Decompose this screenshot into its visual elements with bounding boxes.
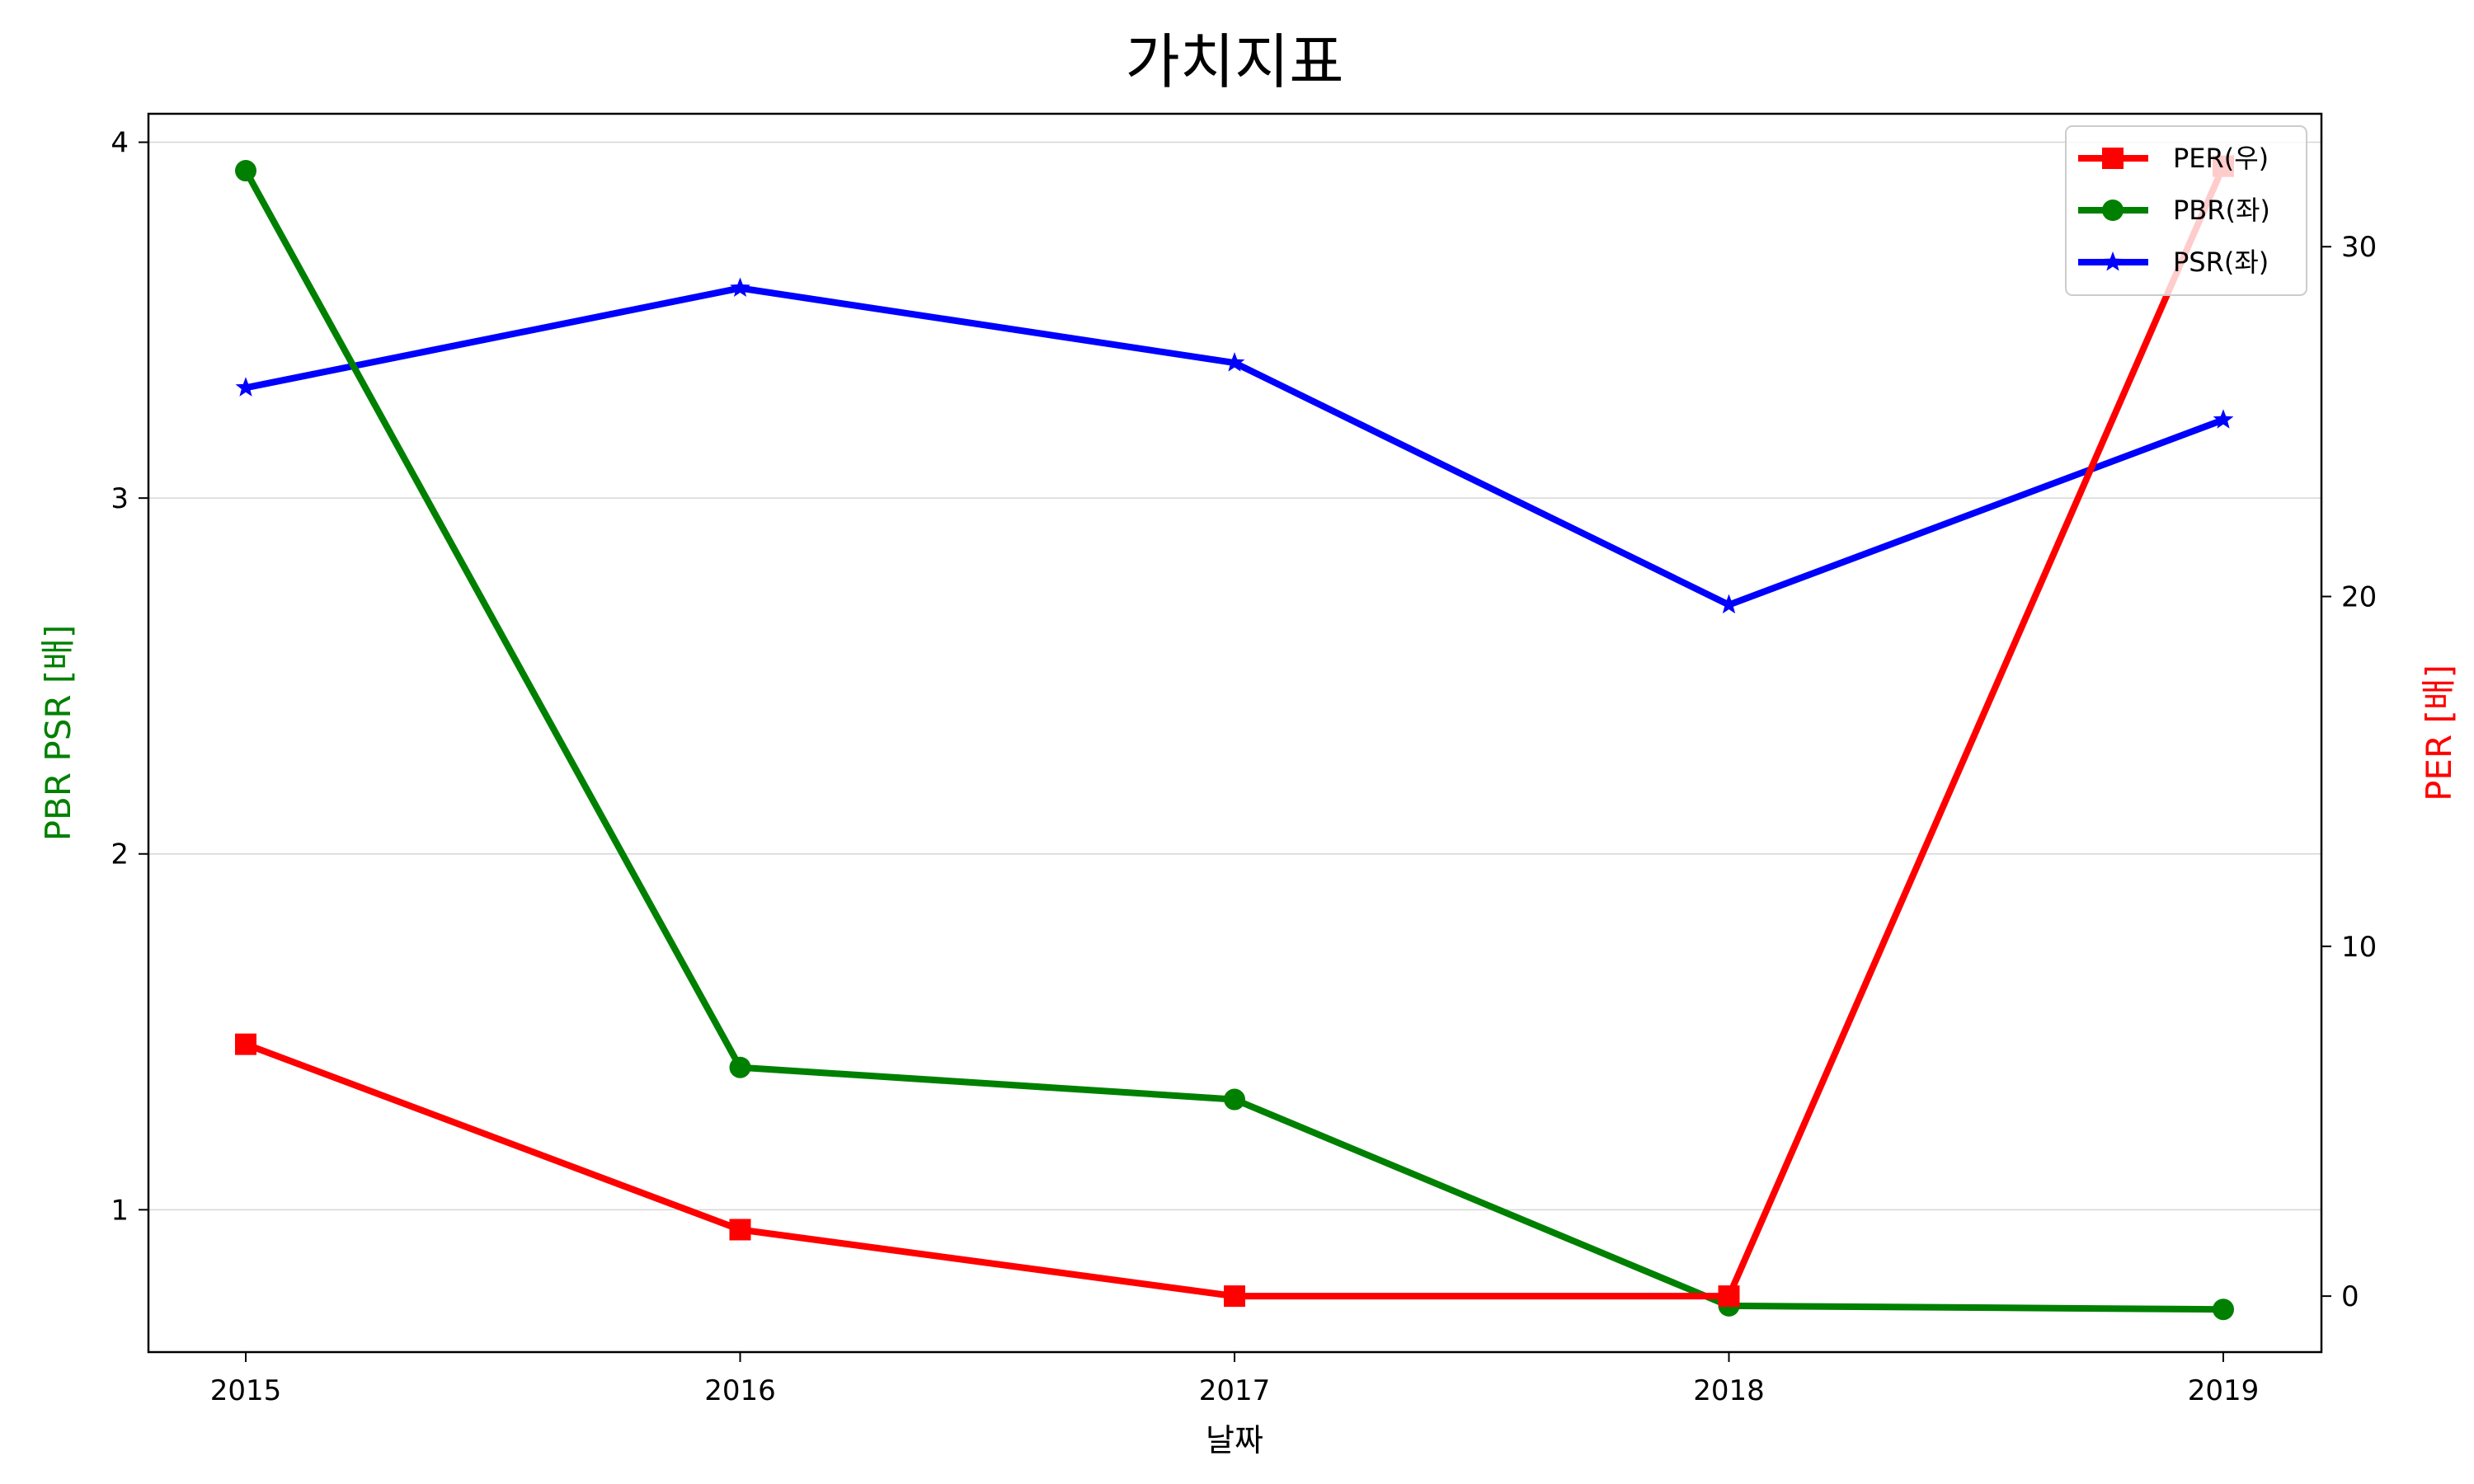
legend-label: PSR(좌): [2173, 247, 2269, 278]
y-tick-label-left: 1: [111, 1194, 129, 1227]
data-point: [730, 277, 750, 297]
y-axis-label-right: PER [배]: [2419, 665, 2459, 801]
y-tick-label-right: 30: [2341, 231, 2377, 264]
grid-layer: [148, 141, 2321, 1211]
data-point: [235, 377, 256, 397]
data-point: [2213, 1298, 2234, 1321]
y-tick-label-left: 4: [111, 127, 129, 160]
x-tick-label: 2019: [2188, 1374, 2260, 1407]
y-tick-label-left: 2: [111, 838, 129, 871]
data-point: [1224, 1285, 1245, 1308]
legend-marker: [2102, 251, 2124, 271]
series-layer: [235, 155, 2234, 1321]
data-point: [729, 1056, 751, 1078]
y-axis-label-left: PBR PSR [배]: [38, 625, 78, 842]
y-tick-label-right: 0: [2341, 1280, 2359, 1313]
data-point: [1719, 594, 1739, 614]
chart-title: 가치지표: [1126, 27, 1344, 96]
data-point: [2213, 409, 2234, 429]
legend-box: [2065, 125, 2307, 296]
data-point: [729, 1219, 751, 1241]
data-point: [235, 1033, 256, 1055]
axis-layer: 1 2 3 4 0 10 20 30 2015 2016 2017 2018 2019: [111, 127, 2377, 1407]
legend-marker: [2102, 200, 2124, 221]
data-point: [1224, 352, 1245, 372]
series-0: [235, 155, 2234, 1308]
data-point: [235, 160, 256, 182]
y-tick-label-left: 3: [111, 482, 129, 515]
x-tick-label: 2016: [704, 1374, 776, 1407]
series-2: [235, 277, 2234, 614]
x-tick-label: 2015: [210, 1374, 282, 1407]
x-tick-label: 2018: [1693, 1374, 1765, 1407]
data-point: [1224, 1088, 1245, 1111]
legend-label: PBR(좌): [2173, 195, 2270, 226]
y-tick-label-right: 10: [2341, 931, 2377, 964]
legend-marker: [2102, 148, 2124, 169]
x-tick-label: 2017: [1199, 1374, 1271, 1407]
x-axis-label: 날짜: [1206, 1422, 1263, 1458]
data-point: [1718, 1285, 1740, 1308]
legend-label: PER(우): [2173, 143, 2269, 174]
series-1: [235, 160, 2234, 1321]
y-tick-label-right: 20: [2341, 581, 2377, 614]
legend: PER(우) PBR(좌) PSR(좌): [2065, 125, 2307, 296]
